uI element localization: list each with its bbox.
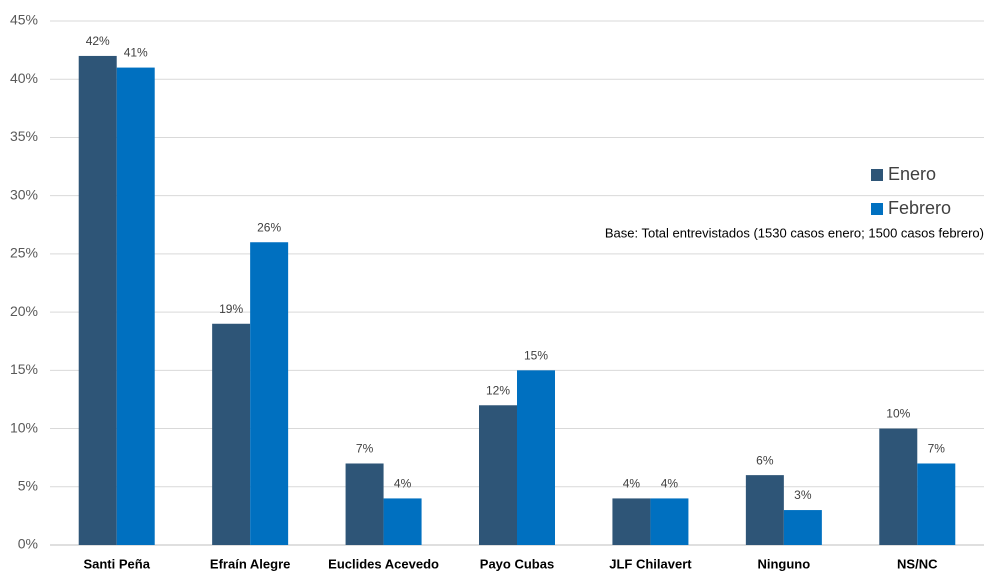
legend-label: Febrero [888, 198, 951, 218]
legend-swatch [871, 169, 883, 181]
y-tick-label: 25% [10, 245, 38, 261]
value-label: 15% [524, 349, 548, 363]
value-label: 41% [124, 46, 148, 60]
bar [116, 67, 155, 546]
bar [879, 428, 918, 545]
y-tick-label: 10% [10, 419, 38, 435]
value-label: 42% [86, 34, 110, 48]
bar [383, 498, 422, 545]
value-label: 12% [486, 383, 510, 397]
value-label: 4% [394, 477, 412, 491]
note: Base: Total entrevistados (1530 casos en… [605, 225, 984, 240]
value-label: 10% [886, 407, 910, 421]
bar [78, 55, 117, 545]
x-tick-label: Euclides Acevedo [328, 556, 439, 571]
y-tick-label: 40% [10, 70, 38, 86]
bar [517, 370, 555, 545]
legend-label: Enero [888, 164, 936, 184]
y-tick-label: 5% [18, 477, 38, 493]
value-label: 4% [661, 477, 679, 491]
bar [917, 463, 956, 545]
x-tick-label: Efraín Alegre [210, 556, 290, 571]
x-tick-label: Payo Cubas [480, 556, 554, 571]
value-label: 3% [794, 488, 812, 502]
y-tick-label: 15% [10, 361, 38, 377]
y-tick-label: 35% [10, 128, 38, 144]
value-label: 6% [756, 453, 774, 467]
y-tick-label: 0% [18, 536, 38, 552]
bar [612, 498, 651, 545]
value-label: 4% [623, 477, 641, 491]
bar [212, 323, 251, 545]
value-label: 7% [928, 442, 946, 456]
x-tick-label: Santi Peña [83, 556, 150, 571]
legend-swatch [871, 203, 883, 215]
value-label: 26% [257, 220, 281, 234]
bar [745, 475, 784, 545]
y-tick-label: 30% [10, 186, 38, 202]
bar [479, 405, 517, 545]
x-tick-label: Ninguno [757, 556, 810, 571]
value-label: 19% [219, 302, 243, 316]
x-tick-label: JLF Chilavert [609, 556, 692, 571]
value-label: 7% [356, 442, 374, 456]
bar [650, 498, 689, 545]
y-tick-label: 45% [10, 12, 38, 28]
x-tick-label: NS/NC [897, 556, 938, 571]
bar [250, 242, 289, 545]
bar [345, 463, 384, 545]
bar [783, 510, 822, 545]
y-tick-label: 20% [10, 303, 38, 319]
